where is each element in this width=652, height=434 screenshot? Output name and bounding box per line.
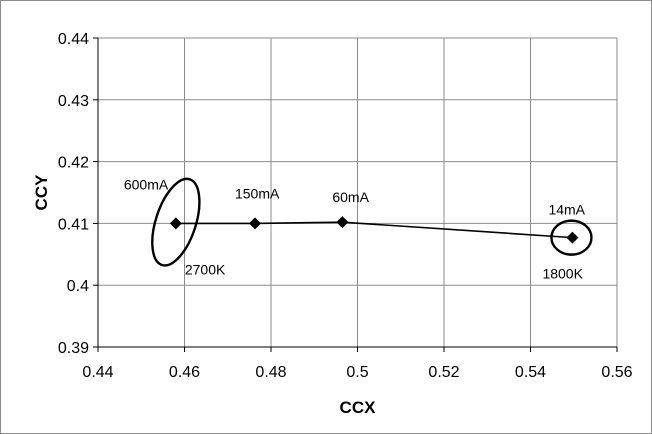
y-tick-label: 0.44 — [58, 31, 89, 48]
axes — [93, 37, 618, 352]
x-tick-label: 0.46 — [169, 364, 200, 381]
highlight-ellipse — [151, 177, 201, 267]
x-axis-title: CCX — [340, 398, 377, 417]
point-label: 60mA — [332, 189, 369, 205]
y-axis-title: CCY — [32, 174, 51, 211]
data-point-marker — [336, 216, 349, 229]
temperature-label: 2700K — [185, 261, 226, 277]
y-tick-label: 0.42 — [58, 155, 89, 172]
point-label: 150mA — [235, 185, 280, 201]
series-line — [175, 221, 573, 239]
tick-labels: 0.44 0.46 0.48 0.5 0.52 0.54 0.56 0.39 0.4 0.41 0.… — [58, 31, 633, 381]
x-tick-label: 0.52 — [428, 364, 459, 381]
data-point-marker — [566, 231, 579, 244]
data-point-marker — [169, 217, 182, 230]
y-tick-label: 0.39 — [58, 340, 89, 357]
point-labels: 600mA 150mA 60mA 14mA 2700K 1800K — [124, 176, 586, 281]
highlight-ellipse — [550, 219, 593, 256]
point-label: 600mA — [124, 176, 169, 192]
y-tick-label: 0.4 — [67, 278, 89, 295]
temperature-label: 1800K — [542, 266, 583, 282]
x-tick-label: 0.44 — [82, 364, 113, 381]
y-tick-label: 0.43 — [58, 93, 89, 110]
x-tick-label: 0.56 — [601, 364, 632, 381]
point-label: 14mA — [548, 202, 585, 218]
y-tick-label: 0.41 — [58, 216, 89, 233]
x-tick-label: 0.54 — [515, 364, 546, 381]
x-tick-label: 0.48 — [255, 364, 286, 381]
series — [151, 177, 593, 267]
data-point-marker — [248, 217, 261, 230]
x-tick-label: 0.5 — [346, 364, 368, 381]
